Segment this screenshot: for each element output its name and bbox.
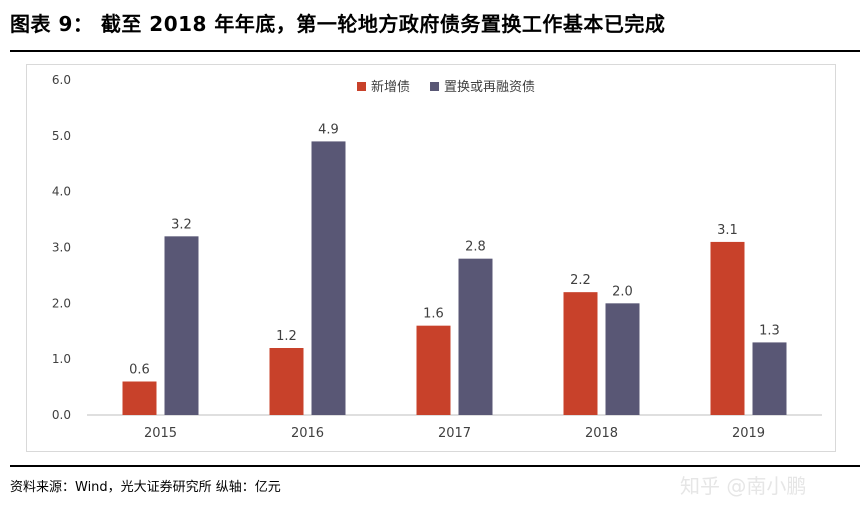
legend-swatch: [357, 82, 366, 91]
data-label: 1.2: [276, 329, 297, 344]
bar: [122, 381, 157, 415]
x-tick-label: 2016: [291, 426, 324, 441]
bar: [269, 348, 304, 415]
x-tick-label: 2019: [732, 426, 765, 441]
bar: [710, 241, 745, 415]
bar: [605, 303, 640, 415]
y-tick-label: 5.0: [52, 129, 71, 143]
bar: [416, 325, 451, 415]
legend-label: 置换或再融资债: [444, 80, 535, 95]
data-label: 2.0: [612, 284, 633, 299]
watermark: 知乎 @南小鹏: [680, 474, 807, 498]
data-label: 1.6: [423, 307, 444, 322]
y-tick-label: 0.0: [52, 408, 71, 422]
bar: [563, 292, 598, 415]
figure-title: 图表 9： 截至 2018 年年底，第一轮地方政府债务置换工作基本已完成: [10, 12, 666, 36]
bar: [458, 258, 493, 415]
source-note: 资料来源：Wind，光大证券研究所 纵轴：亿元: [10, 480, 281, 495]
data-label: 4.9: [318, 122, 339, 137]
bar: [752, 342, 787, 415]
bar-chart: 0.0 1.0 2.0 3.0 4.0 5.0 6.0 2015 0.6 3.2 2016 1.2 4.…: [52, 73, 822, 441]
legend-label: 新增债: [371, 79, 410, 95]
x-tick-label: 2017: [438, 426, 471, 441]
chart-frame: 0.0 1.0 2.0 3.0 4.0 5.0 6.0 2015 0.6 3.2 2016 1.2 4.…: [26, 64, 836, 452]
legend-swatch: [430, 82, 440, 91]
y-tick-label: 3.0: [52, 241, 71, 255]
data-label: 3.2: [171, 217, 192, 232]
y-tick-label: 6.0: [52, 73, 71, 87]
data-label: 0.6: [129, 363, 150, 378]
x-tick-label: 2018: [585, 426, 618, 441]
bottom-rule: [10, 465, 860, 467]
bar: [164, 236, 199, 415]
data-label: 1.3: [759, 323, 780, 338]
top-rule: [10, 50, 860, 52]
y-tick-label: 2.0: [52, 296, 71, 310]
bar: [311, 141, 346, 415]
y-tick-label: 1.0: [52, 352, 71, 366]
data-label: 3.1: [717, 223, 738, 238]
data-label: 2.2: [570, 273, 591, 288]
y-tick-label: 4.0: [52, 185, 71, 199]
x-tick-label: 2015: [144, 426, 177, 441]
data-label: 2.8: [465, 240, 486, 255]
